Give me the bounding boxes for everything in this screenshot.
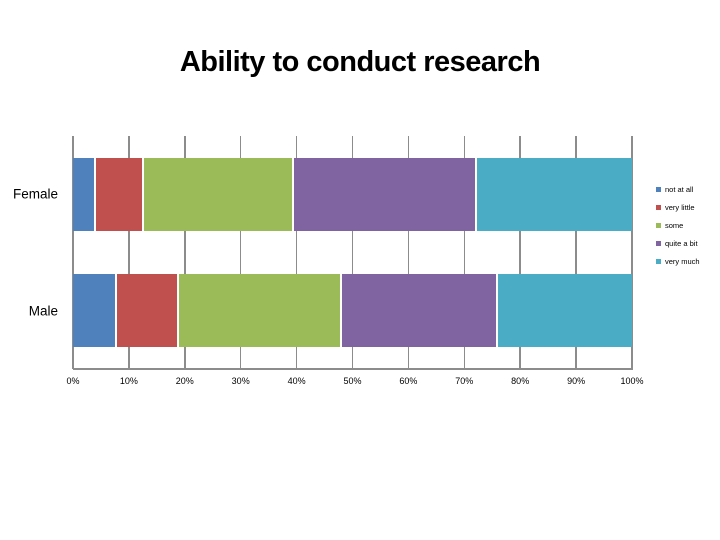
legend-item-very-much: very much <box>656 252 700 270</box>
x-tick-label: 0% <box>66 376 80 386</box>
legend: not at all very little some quite a bit very… <box>656 180 700 270</box>
x-tick-label: 40% <box>287 376 306 386</box>
gridline <box>295 136 298 369</box>
bar-segment-not-at-all <box>73 274 116 348</box>
legend-label: some <box>665 220 684 230</box>
legend-color-swatch <box>656 204 661 210</box>
x-tick-label: 50% <box>343 376 362 386</box>
legend-color-swatch <box>656 186 661 192</box>
gridline <box>631 136 633 369</box>
chart-title: Ability to conduct research <box>179 46 541 78</box>
x-tick-label: 20% <box>175 376 194 386</box>
legend-item-some: some <box>656 216 700 234</box>
legend-item-not-at-all: not at all <box>656 180 700 198</box>
legend-item-quite-a-bit: quite a bit <box>656 234 700 252</box>
gridline <box>351 136 354 369</box>
category-label-male: Male <box>28 303 58 319</box>
gridline <box>463 136 466 369</box>
x-axis-tick-labels: 0% 10% 20% 30% 40% 50% 60% 70% 80% 90% 100% <box>66 376 643 390</box>
bar-segment-quite-a-bit <box>339 274 496 348</box>
legend-label: very little <box>665 202 695 212</box>
x-tick-label: 60% <box>399 376 418 386</box>
category-label-female: Female <box>12 186 58 202</box>
gridline <box>407 136 410 369</box>
x-tick-label: 80% <box>511 376 530 386</box>
legend-label: quite a bit <box>665 238 698 248</box>
x-axis-line <box>73 368 633 370</box>
plot-area <box>72 136 633 369</box>
gridline <box>184 136 186 369</box>
bar-segment-very-much <box>475 157 632 231</box>
bar-segment-not-at-all <box>73 157 95 231</box>
bar-segment-some <box>141 157 292 231</box>
gridline <box>239 136 242 369</box>
gridline <box>519 136 521 369</box>
gridline <box>72 136 74 369</box>
x-tick-label: 70% <box>455 376 474 386</box>
legend-color-swatch <box>656 222 661 228</box>
bar-row-male <box>73 274 632 348</box>
bar-segment-quite-a-bit <box>291 157 476 231</box>
x-tick-label: 10% <box>119 376 138 386</box>
bar-row-female <box>73 157 632 231</box>
bar-segment-very-much <box>495 274 632 348</box>
legend-label: not at all <box>665 184 694 194</box>
x-tick-label: 100% <box>620 376 644 386</box>
x-tick-label: 30% <box>231 376 250 386</box>
category-axis: Female Male <box>0 136 60 369</box>
legend-color-swatch <box>656 240 661 246</box>
legend-item-very-little: very little <box>656 198 700 216</box>
bar-segment-some <box>176 274 340 348</box>
gridline <box>128 136 130 369</box>
legend-color-swatch <box>656 258 661 264</box>
legend-label: very much <box>665 256 700 266</box>
bar-segment-very-little <box>94 157 142 231</box>
gridline <box>575 136 577 369</box>
bar-segment-very-little <box>115 274 177 348</box>
x-tick-label: 90% <box>567 376 586 386</box>
